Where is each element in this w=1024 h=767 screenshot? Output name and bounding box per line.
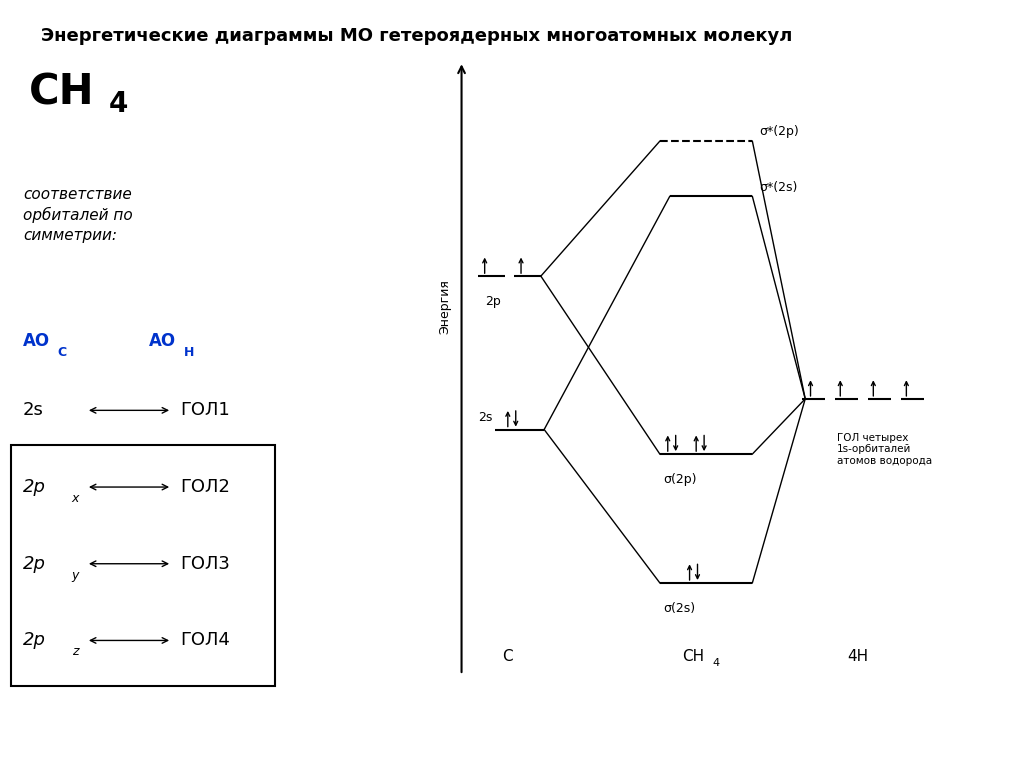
Text: ГОЛ1: ГОЛ1 [180, 401, 230, 420]
Text: 4: 4 [713, 657, 720, 668]
Text: σ(2p): σ(2p) [664, 473, 696, 486]
FancyBboxPatch shape [11, 445, 275, 686]
Text: 2s: 2s [478, 411, 493, 423]
Text: σ(2s): σ(2s) [664, 602, 695, 615]
Text: 2s: 2s [23, 401, 44, 420]
Text: z: z [72, 646, 78, 658]
Text: Энергетические диаграммы МО гетероядерных многоатомных молекул: Энергетические диаграммы МО гетероядерны… [41, 27, 793, 44]
Text: 2p: 2p [23, 478, 46, 496]
Text: 2p: 2p [23, 555, 46, 573]
Text: σ*(2p): σ*(2p) [759, 126, 799, 138]
Text: 2p: 2p [23, 631, 46, 650]
Text: АО: АО [150, 332, 176, 351]
Text: CH: CH [29, 71, 94, 113]
Text: 4: 4 [109, 90, 128, 117]
Text: ГОЛ2: ГОЛ2 [180, 478, 230, 496]
Text: Н: Н [183, 347, 194, 359]
Text: C: C [503, 649, 513, 664]
Text: Энергия: Энергия [438, 279, 452, 334]
Text: ГОЛ3: ГОЛ3 [180, 555, 230, 573]
Text: CH: CH [682, 649, 703, 664]
Text: АО: АО [23, 332, 50, 351]
Text: 4H: 4H [848, 649, 868, 664]
Text: С: С [57, 347, 67, 359]
Text: σ*(2s): σ*(2s) [759, 181, 798, 193]
Text: соответствие
орбиталей по
симметрии:: соответствие орбиталей по симметрии: [23, 186, 133, 243]
Text: ГОЛ четырех
1s-орбиталей
атомов водорода: ГОЛ четырех 1s-орбиталей атомов водорода [837, 433, 932, 466]
Text: x: x [72, 492, 79, 505]
Text: ГОЛ4: ГОЛ4 [180, 631, 230, 650]
Text: 2p: 2p [484, 295, 501, 308]
Text: y: y [72, 569, 79, 581]
